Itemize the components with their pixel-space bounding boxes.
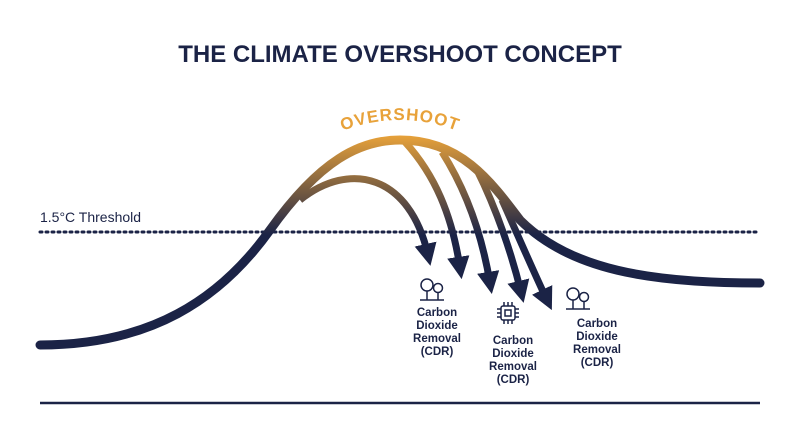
tree-icon	[420, 278, 444, 301]
cdr-label: Dioxide	[492, 348, 534, 360]
arrow	[473, 168, 530, 303]
cdr-label: Carbon	[577, 318, 617, 330]
chip-icon	[497, 302, 519, 324]
arrow	[402, 139, 470, 280]
cdr-label: Removal	[489, 361, 537, 373]
cdr-label: (CDR)	[497, 374, 530, 386]
cdr-label: Removal	[413, 333, 461, 345]
arrow	[297, 175, 437, 266]
arrow	[498, 198, 553, 311]
cdr-label: Removal	[573, 344, 621, 356]
tree-icon	[566, 287, 590, 310]
temperature-curve	[35, 135, 765, 350]
title: THE CLIMATE OVERSHOOT CONCEPT	[178, 41, 622, 68]
cdr-label: (CDR)	[421, 346, 454, 358]
threshold-label: 1.5°C Threshold	[40, 209, 141, 225]
cdr-label: Dioxide	[416, 320, 458, 332]
cdr-label: Dioxide	[576, 331, 618, 343]
cdr-label: (CDR)	[581, 357, 614, 369]
cdr-label: Carbon	[417, 307, 457, 319]
cdr-label: Carbon	[493, 335, 533, 347]
arrow	[439, 150, 500, 295]
overshoot-label: OVERSHOOT	[338, 105, 463, 135]
cdr-arrows	[297, 139, 553, 311]
overshoot-text: OVERSHOOT	[338, 105, 462, 135]
